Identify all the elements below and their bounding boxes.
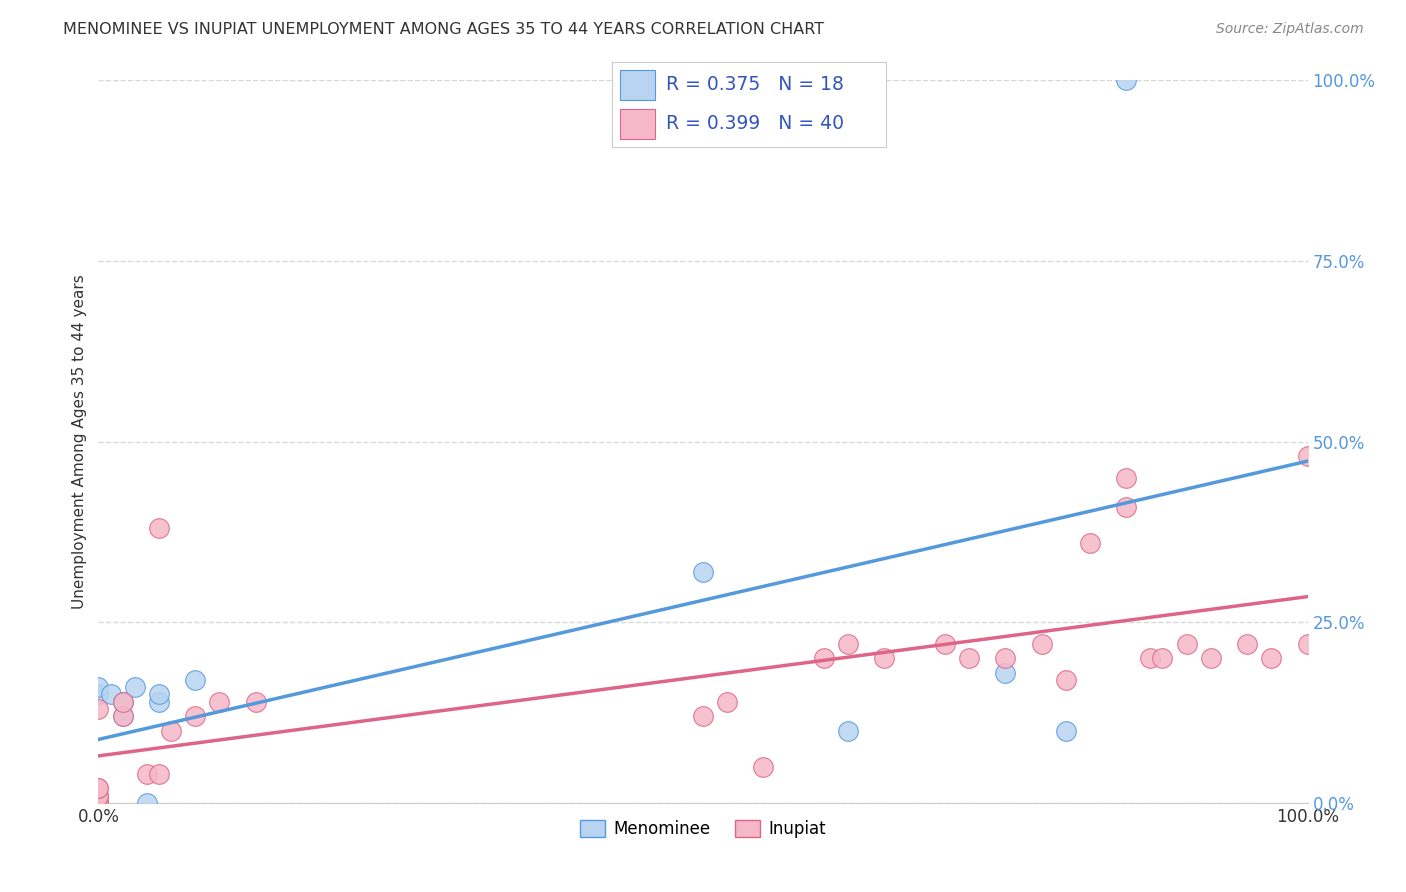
Point: [1054, 723, 1077, 738]
Point: [873, 651, 896, 665]
Point: [1115, 470, 1137, 484]
Point: [135, 796, 157, 810]
Point: [148, 695, 170, 709]
Point: [957, 651, 980, 665]
Point: [87, 789, 110, 803]
Point: [837, 637, 859, 651]
Bar: [620, 109, 655, 139]
Point: [934, 637, 956, 651]
Bar: [620, 70, 655, 100]
Point: [148, 687, 170, 701]
Point: [994, 651, 1017, 665]
Point: [692, 565, 714, 579]
Point: [111, 709, 134, 723]
Point: [111, 695, 134, 709]
Point: [837, 723, 859, 738]
Point: [1031, 637, 1053, 651]
Point: [100, 687, 122, 701]
Point: [1175, 637, 1198, 651]
Point: [111, 695, 134, 709]
Point: [87, 796, 110, 810]
Point: [87, 781, 110, 796]
Text: R = 0.375   N = 18: R = 0.375 N = 18: [666, 76, 845, 95]
Text: Source: ZipAtlas.com: Source: ZipAtlas.com: [1216, 22, 1364, 37]
Point: [813, 651, 835, 665]
Point: [1115, 73, 1137, 87]
Point: [87, 680, 110, 694]
Point: [87, 789, 110, 803]
Point: [87, 702, 110, 716]
Y-axis label: Unemployment Among Ages 35 to 44 years: Unemployment Among Ages 35 to 44 years: [72, 274, 87, 609]
Point: [184, 673, 207, 687]
Point: [160, 723, 183, 738]
Point: [124, 680, 146, 694]
Point: [1199, 651, 1222, 665]
Point: [148, 767, 170, 781]
Point: [1152, 651, 1174, 665]
Point: [692, 709, 714, 723]
Point: [148, 521, 170, 535]
Text: R = 0.399   N = 40: R = 0.399 N = 40: [666, 114, 845, 134]
Point: [184, 709, 207, 723]
Legend: Menominee, Inupiat: Menominee, Inupiat: [574, 814, 832, 845]
Point: [716, 695, 738, 709]
Point: [245, 695, 267, 709]
Point: [87, 796, 110, 810]
Point: [1139, 651, 1161, 665]
Text: MENOMINEE VS INUPIAT UNEMPLOYMENT AMONG AGES 35 TO 44 YEARS CORRELATION CHART: MENOMINEE VS INUPIAT UNEMPLOYMENT AMONG …: [63, 22, 824, 37]
Point: [1078, 535, 1101, 549]
Point: [111, 709, 134, 723]
Point: [208, 695, 231, 709]
Point: [994, 665, 1017, 680]
Point: [752, 760, 775, 774]
Point: [87, 687, 110, 701]
Point: [87, 796, 110, 810]
Point: [1236, 637, 1258, 651]
Point: [1054, 673, 1077, 687]
Point: [1260, 651, 1282, 665]
Point: [1115, 500, 1137, 514]
Point: [87, 796, 110, 810]
Point: [1296, 449, 1319, 463]
Point: [87, 781, 110, 796]
Point: [87, 789, 110, 803]
Point: [135, 767, 157, 781]
Point: [1296, 637, 1319, 651]
Point: [87, 796, 110, 810]
Point: [87, 796, 110, 810]
